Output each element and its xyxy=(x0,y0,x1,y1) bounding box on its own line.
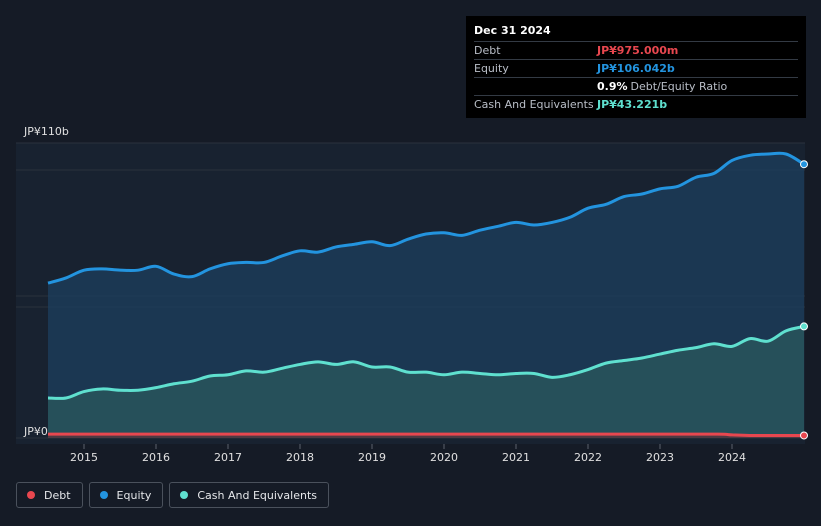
legend: Debt Equity Cash And Equivalents xyxy=(16,482,329,508)
x-tick-label: 2021 xyxy=(502,451,530,464)
equity-endpoint xyxy=(800,160,808,169)
legend-label-equity: Equity xyxy=(116,488,152,502)
debt-line xyxy=(48,432,804,438)
debt-endpoint xyxy=(800,431,808,440)
tooltip-row-equity: Equity JP¥106.042b xyxy=(474,59,798,77)
tooltip-equity-value: JP¥106.042b xyxy=(597,62,675,75)
x-tick-label: 2024 xyxy=(718,451,746,464)
x-tick-label: 2018 xyxy=(286,451,314,464)
legend-label-debt: Debt xyxy=(44,488,71,502)
tooltip-ratio-label: Debt/Equity Ratio xyxy=(630,80,728,93)
cash-dot-icon xyxy=(180,491,189,499)
cash-endpoint xyxy=(800,322,808,331)
tooltip-row-ratio: 0.9% Debt/Equity Ratio xyxy=(474,77,798,95)
x-tick-label: 2023 xyxy=(646,451,674,464)
x-tick-label: 2016 xyxy=(142,451,170,464)
legend-item-debt[interactable]: Debt xyxy=(16,482,83,508)
legend-label-cash: Cash And Equivalents xyxy=(197,488,317,502)
x-tick-label: 2015 xyxy=(70,451,98,464)
series-lines xyxy=(47,151,805,438)
tooltip-cash-value: JP¥43.221b xyxy=(597,98,668,111)
tooltip: Dec 31 2024 Debt JP¥975.000m Equity JP¥1… xyxy=(466,16,806,118)
series-endpoints xyxy=(800,160,808,440)
cash-line xyxy=(47,324,805,400)
cash-area xyxy=(48,326,804,438)
x-tick-label: 2019 xyxy=(358,451,386,464)
x-axis-ticks: 2015 2016 2017 2018 2019 2020 2021 2022 2023 2024 xyxy=(70,444,746,464)
tooltip-row-cash: Cash And Equivalents JP¥43.221b xyxy=(474,95,798,113)
debt-dot-icon xyxy=(27,491,35,499)
equity-dot-icon xyxy=(99,491,108,499)
tooltip-cash-label: Cash And Equivalents xyxy=(474,98,594,111)
tooltip-debt-value: JP¥975.000m xyxy=(597,44,679,57)
x-tick-label: 2022 xyxy=(574,451,602,464)
y-tick-label-bottom: JP¥0 xyxy=(23,425,48,438)
tooltip-date: Dec 31 2024 xyxy=(474,24,551,37)
y-tick-label-top: JP¥110b xyxy=(23,125,69,138)
equity-line xyxy=(47,151,805,285)
legend-item-equity[interactable]: Equity xyxy=(88,482,164,508)
tooltip-debt-label: Debt xyxy=(474,44,501,57)
x-tick-label: 2020 xyxy=(430,451,458,464)
tooltip-row-debt: Debt JP¥975.000m xyxy=(474,41,798,59)
x-tick-label: 2017 xyxy=(214,451,242,464)
legend-item-cash[interactable]: Cash And Equivalents xyxy=(169,482,329,508)
tooltip-equity-label: Equity xyxy=(474,62,509,75)
tooltip-ratio-value: 0.9% xyxy=(597,80,628,93)
